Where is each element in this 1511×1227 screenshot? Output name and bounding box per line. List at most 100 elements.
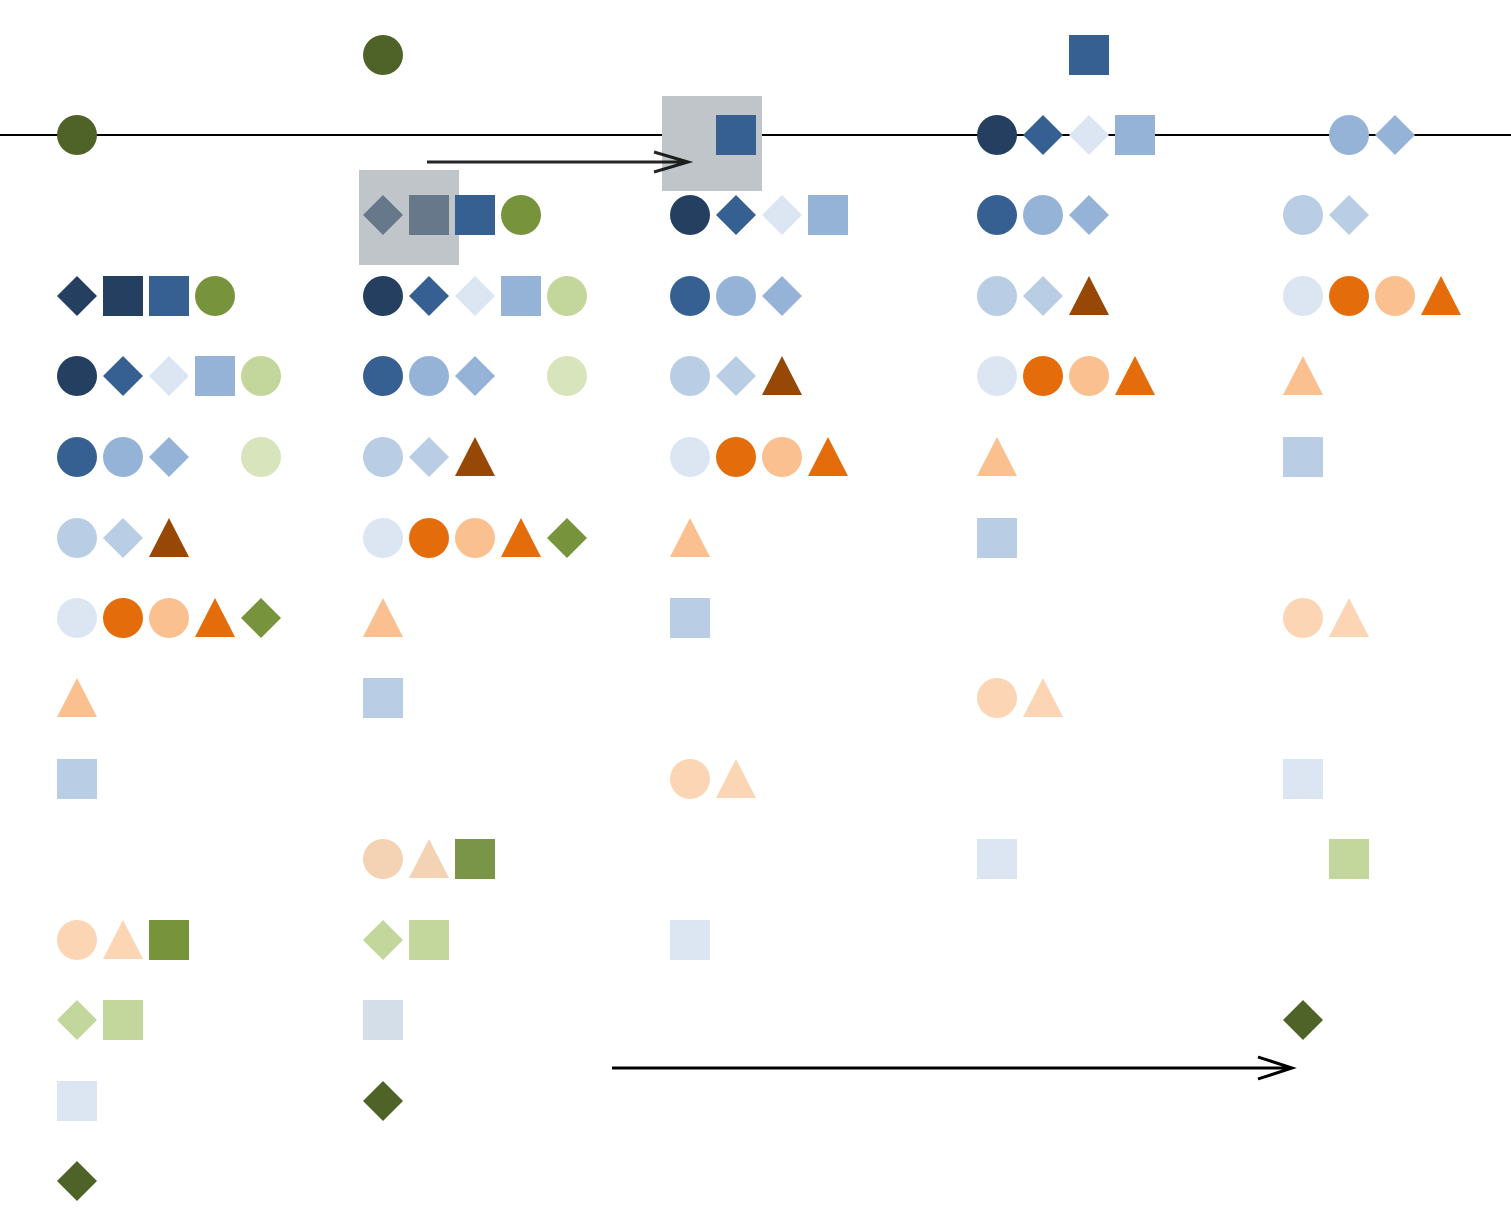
circle-icon: [1329, 276, 1369, 316]
square-icon: [195, 356, 235, 396]
diamond-icon: [409, 276, 449, 316]
square-icon: [363, 678, 403, 718]
circle-icon: [670, 195, 710, 235]
circle-icon: [977, 678, 1017, 718]
circle-icon: [762, 437, 802, 477]
diamond-icon: [716, 356, 756, 396]
circle-icon: [57, 598, 97, 638]
square-icon: [57, 759, 97, 799]
diamond-icon: [1023, 115, 1063, 155]
diamond-icon: [455, 356, 495, 396]
diamond-icon: [716, 195, 756, 235]
circle-icon: [195, 276, 235, 316]
triangle-icon: [1283, 356, 1323, 395]
circle-icon: [455, 518, 495, 558]
arrow: [612, 1055, 1297, 1081]
circle-icon: [977, 115, 1017, 155]
circle-icon: [1329, 115, 1369, 155]
triangle-icon: [409, 839, 449, 878]
triangle-icon: [455, 437, 495, 476]
circle-icon: [670, 437, 710, 477]
diamond-icon: [547, 518, 587, 558]
circle-icon: [241, 437, 281, 477]
triangle-icon: [103, 920, 143, 959]
square-icon: [1115, 115, 1155, 155]
diamond-icon: [103, 356, 143, 396]
circle-icon: [57, 115, 97, 155]
diamond-icon: [762, 195, 802, 235]
square-icon: [1283, 437, 1323, 477]
circle-icon: [547, 356, 587, 396]
square-icon: [1069, 35, 1109, 75]
diamond-icon: [149, 437, 189, 477]
circle-icon: [977, 356, 1017, 396]
circle-icon: [547, 276, 587, 316]
triangle-icon: [149, 518, 189, 557]
triangle-icon: [1329, 598, 1369, 637]
triangle-icon: [1023, 678, 1063, 717]
diamond-icon: [1069, 195, 1109, 235]
diamond-icon: [1375, 115, 1415, 155]
diamond-icon: [1069, 115, 1109, 155]
diamond-icon: [455, 276, 495, 316]
diamond-icon: [1023, 276, 1063, 316]
diamond-icon: [363, 1081, 403, 1121]
circle-icon: [363, 356, 403, 396]
circle-icon: [363, 276, 403, 316]
circle-icon: [977, 195, 1017, 235]
diamond-icon: [149, 356, 189, 396]
arrow: [427, 150, 694, 174]
square-icon: [670, 598, 710, 638]
circle-icon: [501, 195, 541, 235]
circle-icon: [363, 437, 403, 477]
diamond-icon: [409, 437, 449, 477]
square-icon: [455, 839, 495, 879]
diamond-icon: [1283, 1000, 1323, 1040]
triangle-icon: [1421, 276, 1461, 315]
triangle-icon: [808, 437, 848, 476]
circle-icon: [1283, 195, 1323, 235]
diamond-icon: [103, 518, 143, 558]
circle-icon: [103, 437, 143, 477]
square-icon: [103, 276, 143, 316]
circle-icon: [670, 759, 710, 799]
square-icon: [455, 195, 495, 235]
circle-icon: [57, 920, 97, 960]
triangle-icon: [1069, 276, 1109, 315]
triangle-icon: [762, 356, 802, 395]
square-icon: [501, 276, 541, 316]
square-icon: [977, 839, 1017, 879]
square-icon: [1329, 839, 1369, 879]
triangle-icon: [670, 518, 710, 557]
circle-icon: [363, 518, 403, 558]
circle-icon: [1023, 356, 1063, 396]
triangle-icon: [1115, 356, 1155, 395]
circle-icon: [1023, 195, 1063, 235]
circle-icon: [1069, 356, 1109, 396]
square-icon: [1283, 759, 1323, 799]
square-icon: [808, 195, 848, 235]
square-icon: [103, 1000, 143, 1040]
diamond-icon: [241, 598, 281, 638]
triangle-icon: [57, 678, 97, 717]
circle-icon: [1375, 276, 1415, 316]
circle-icon: [1283, 598, 1323, 638]
diamond-icon: [57, 1000, 97, 1040]
triangle-icon: [195, 598, 235, 637]
square-icon: [149, 920, 189, 960]
square-icon: [409, 920, 449, 960]
triangle-icon: [716, 759, 756, 798]
diamond-icon: [762, 276, 802, 316]
circle-icon: [409, 518, 449, 558]
diamond-icon: [57, 276, 97, 316]
square-icon: [149, 276, 189, 316]
circle-icon: [670, 276, 710, 316]
square-icon: [363, 1000, 403, 1040]
circle-icon: [241, 356, 281, 396]
square-icon: [716, 115, 756, 155]
circle-icon: [716, 437, 756, 477]
diamond-icon: [1329, 195, 1369, 235]
shape-grid: [57, 35, 1461, 1201]
circle-icon: [670, 356, 710, 396]
